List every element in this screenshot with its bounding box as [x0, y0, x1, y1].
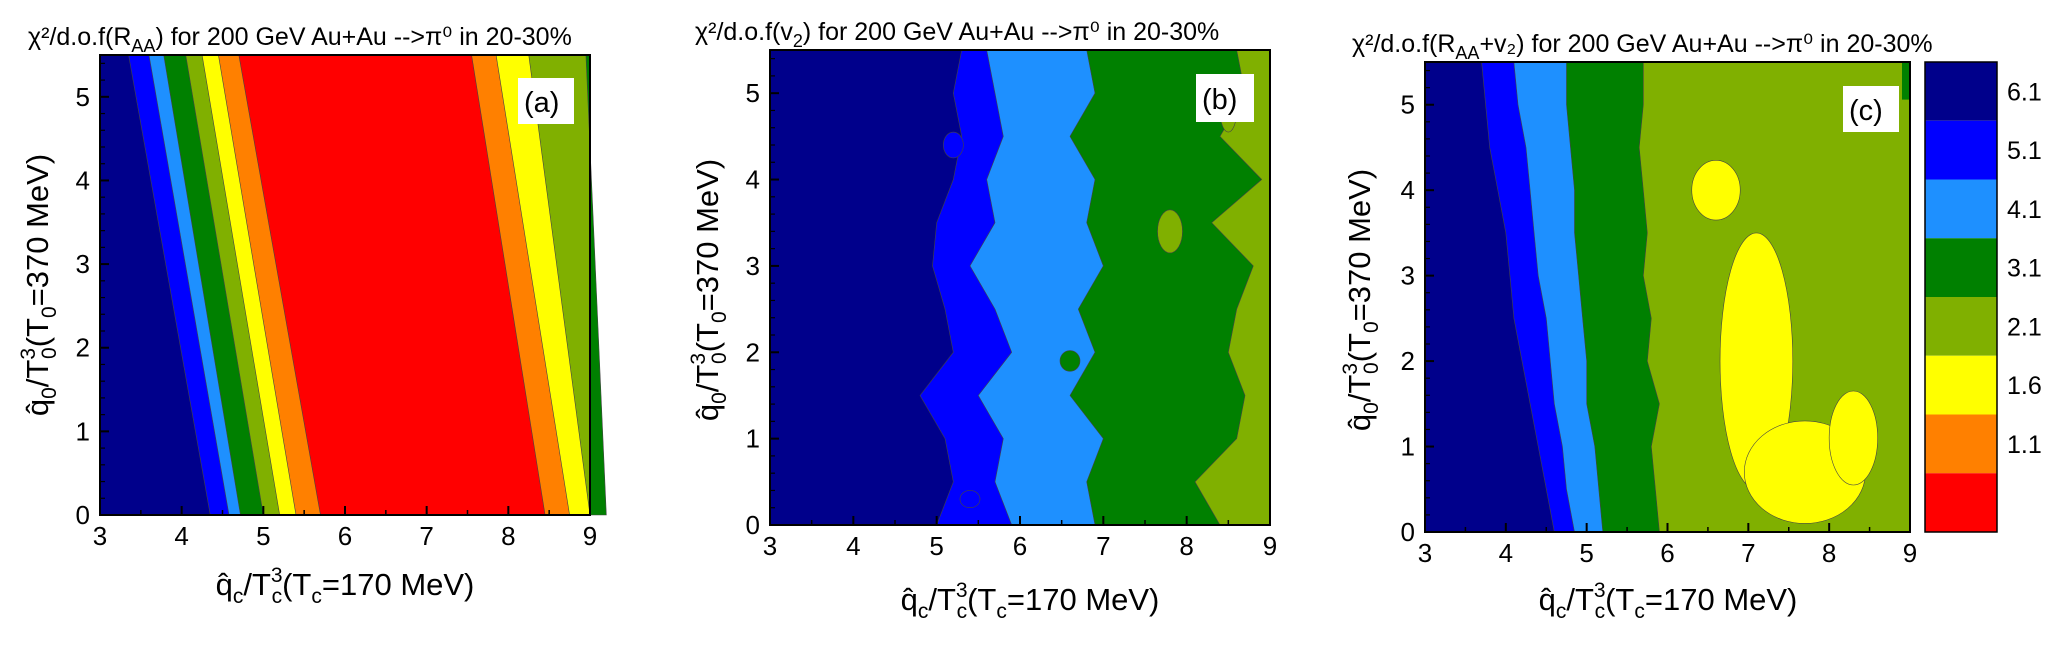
- panel-a-title: χ²/d.o.f(RAA) for 200 GeV Au+Au -->π⁰ in…: [28, 23, 572, 56]
- panel-c-ticks: 3 4 5 6 7 8 9 0 1 2 3 4 5: [1401, 69, 1917, 568]
- colorbar-tick-label: 1.6: [2007, 372, 2042, 400]
- panel-a-xtick-label: 3: [93, 521, 107, 551]
- panel-a: χ²/d.o.f(RAA) for 200 GeV Au+Au -->π⁰ in…: [17, 23, 607, 608]
- panel-c-ytick-label: 4: [1401, 175, 1415, 205]
- panel-a-ytick-label: 4: [76, 165, 90, 195]
- panel-a-ticks: 3 4 5 6 7 8 9 0 1 2 3 4 5: [76, 62, 597, 551]
- panel-c-xtick-label: 8: [1822, 538, 1836, 568]
- panel-c-ytick-label: 2: [1401, 346, 1415, 376]
- colorbar-bin-bin2: [1925, 355, 1997, 415]
- panel-a-xtick-label: 5: [256, 521, 270, 551]
- colorbar: 6.1 5.1 4.1 3.1 2.1 1.6 1.1: [1924, 61, 2042, 533]
- panel-b-island: [959, 490, 981, 509]
- colorbar-tick-label: 3.1: [2007, 255, 2042, 283]
- panel-c-xtick-label: 3: [1418, 538, 1432, 568]
- colorbar-bin-bin7: [1925, 62, 1997, 121]
- colorbar-tick-label: 4.1: [2007, 196, 2042, 224]
- colorbar-bin-bin5: [1925, 179, 1997, 239]
- colorbar-tick-label: 5.1: [2007, 137, 2042, 165]
- panel-b-xtick-label: 8: [1179, 531, 1193, 561]
- colorbar-bin-bin3: [1925, 297, 1997, 356]
- colorbar-frame: [1924, 61, 1998, 533]
- panel-a-xtick-label: 8: [501, 521, 515, 551]
- panel-b-label-bg: [1196, 74, 1254, 122]
- panel-b-island: [1059, 350, 1081, 372]
- panel-a-ytick-label: 1: [76, 416, 90, 446]
- panel-b-xtick-label: 6: [1013, 531, 1027, 561]
- panel-a-ytick-label: 0: [76, 500, 90, 530]
- panel-b: χ²/d.o.f(v2) for 200 GeV Au+Au -->π⁰ in …: [687, 18, 1277, 623]
- panel-a-xlabel: q̂c/T3 c(Tc=170 MeV): [216, 564, 475, 608]
- panel-b-island: [943, 131, 964, 159]
- panel-b-contour-3.1: [1194, 49, 1271, 526]
- panel-b-contour-4.1: [1069, 49, 1271, 526]
- panel-c-xtick-label: 5: [1579, 538, 1593, 568]
- panel-c-ytick-label: 5: [1401, 90, 1415, 120]
- panel-a-ylabel: q̂0/T30(T0=370 MeV): [17, 154, 61, 416]
- panel-b-xlabel: q̂c/T3 c(Tc=170 MeV): [901, 579, 1160, 623]
- panel-b-ytick-label: 4: [746, 165, 760, 195]
- panel-c-ylabel: q̂0/T30(T0=370 MeV): [1339, 169, 1383, 431]
- panel-c-ytick-label: 3: [1401, 261, 1415, 291]
- panel-a-xtick-label: 7: [419, 521, 433, 551]
- colorbar-tick-label: 6.1: [2007, 78, 2042, 106]
- panel-c-ytick-label: 0: [1401, 517, 1415, 547]
- panel-a-plot-area: [100, 54, 607, 516]
- panel-b-ticks: 3 4 5 6 7 8 9 0 1 2 3 4 5: [746, 58, 1277, 561]
- panel-b-ytick-label: 1: [746, 424, 760, 454]
- panel-a-label: (a): [524, 87, 559, 119]
- panel-b-ytick-label: 2: [746, 337, 760, 367]
- panel-a-ytick-label: 5: [76, 82, 90, 112]
- panel-c-title: χ²/d.o.f(RAA+v₂) for 200 GeV Au+Au -->π⁰…: [1352, 30, 1933, 63]
- panel-b-title: χ²/d.o.f(v2) for 200 GeV Au+Au -->π⁰ in …: [695, 18, 1219, 51]
- panel-b-island: [1157, 209, 1183, 254]
- panel-c-xlabel: q̂c/T3 c(Tc=170 MeV): [1539, 579, 1798, 623]
- colorbar-tick-label: 1.1: [2007, 431, 2042, 459]
- colorbar-bin-bin4: [1925, 238, 1997, 297]
- panel-b-xtick-label: 5: [929, 531, 943, 561]
- panel-b-xtick-label: 3: [763, 531, 777, 561]
- panel-c-label: (c): [1849, 95, 1883, 127]
- panel-a-xtick-label: 4: [174, 521, 188, 551]
- panel-a-xtick-label: 9: [583, 521, 597, 551]
- panel-b-ytick-label: 3: [746, 251, 760, 281]
- panel-c-xtick-label: 9: [1903, 538, 1917, 568]
- panel-b-ylabel: q̂0/T30(T0=370 MeV): [687, 159, 731, 421]
- panel-b-label: (b): [1202, 84, 1237, 116]
- panel-c-plot-area: [1425, 61, 1911, 533]
- panel-b-plot-area: [770, 49, 1271, 526]
- panel-c-island-1.6: [1691, 159, 1741, 221]
- panel-b-ytick-label: 5: [746, 78, 760, 108]
- panel-a-label-bg: [518, 78, 574, 124]
- colorbar-bin-bin0: [1925, 473, 1997, 532]
- panel-b-xtick-label: 7: [1096, 531, 1110, 561]
- panel-a-ytick-label: 2: [76, 333, 90, 363]
- colorbar-bin-bin1: [1925, 414, 1997, 474]
- panel-c-xtick-label: 4: [1499, 538, 1513, 568]
- panel-b-xtick-label: 9: [1263, 531, 1277, 561]
- panel-c-xtick-label: 7: [1741, 538, 1755, 568]
- panel-c-label-bg: [1843, 86, 1899, 132]
- panel-c-island-1.6: [1828, 390, 1878, 486]
- panel-c-edge-strip: [1902, 62, 1910, 100]
- panel-a-xtick-label: 6: [338, 521, 352, 551]
- colorbar-bin-bin6: [1925, 120, 1997, 180]
- panel-b-xtick-label: 4: [846, 531, 860, 561]
- panel-c-xtick-label: 6: [1660, 538, 1674, 568]
- panel-a-ytick-label: 3: [76, 249, 90, 279]
- colorbar-tick-label: 2.1: [2007, 313, 2042, 341]
- panel-c-ytick-label: 1: [1401, 432, 1415, 462]
- panel-c: χ²/d.o.f(RAA+v₂) for 200 GeV Au+Au -->π⁰…: [1339, 30, 1933, 623]
- panel-b-ytick-label: 0: [746, 510, 760, 540]
